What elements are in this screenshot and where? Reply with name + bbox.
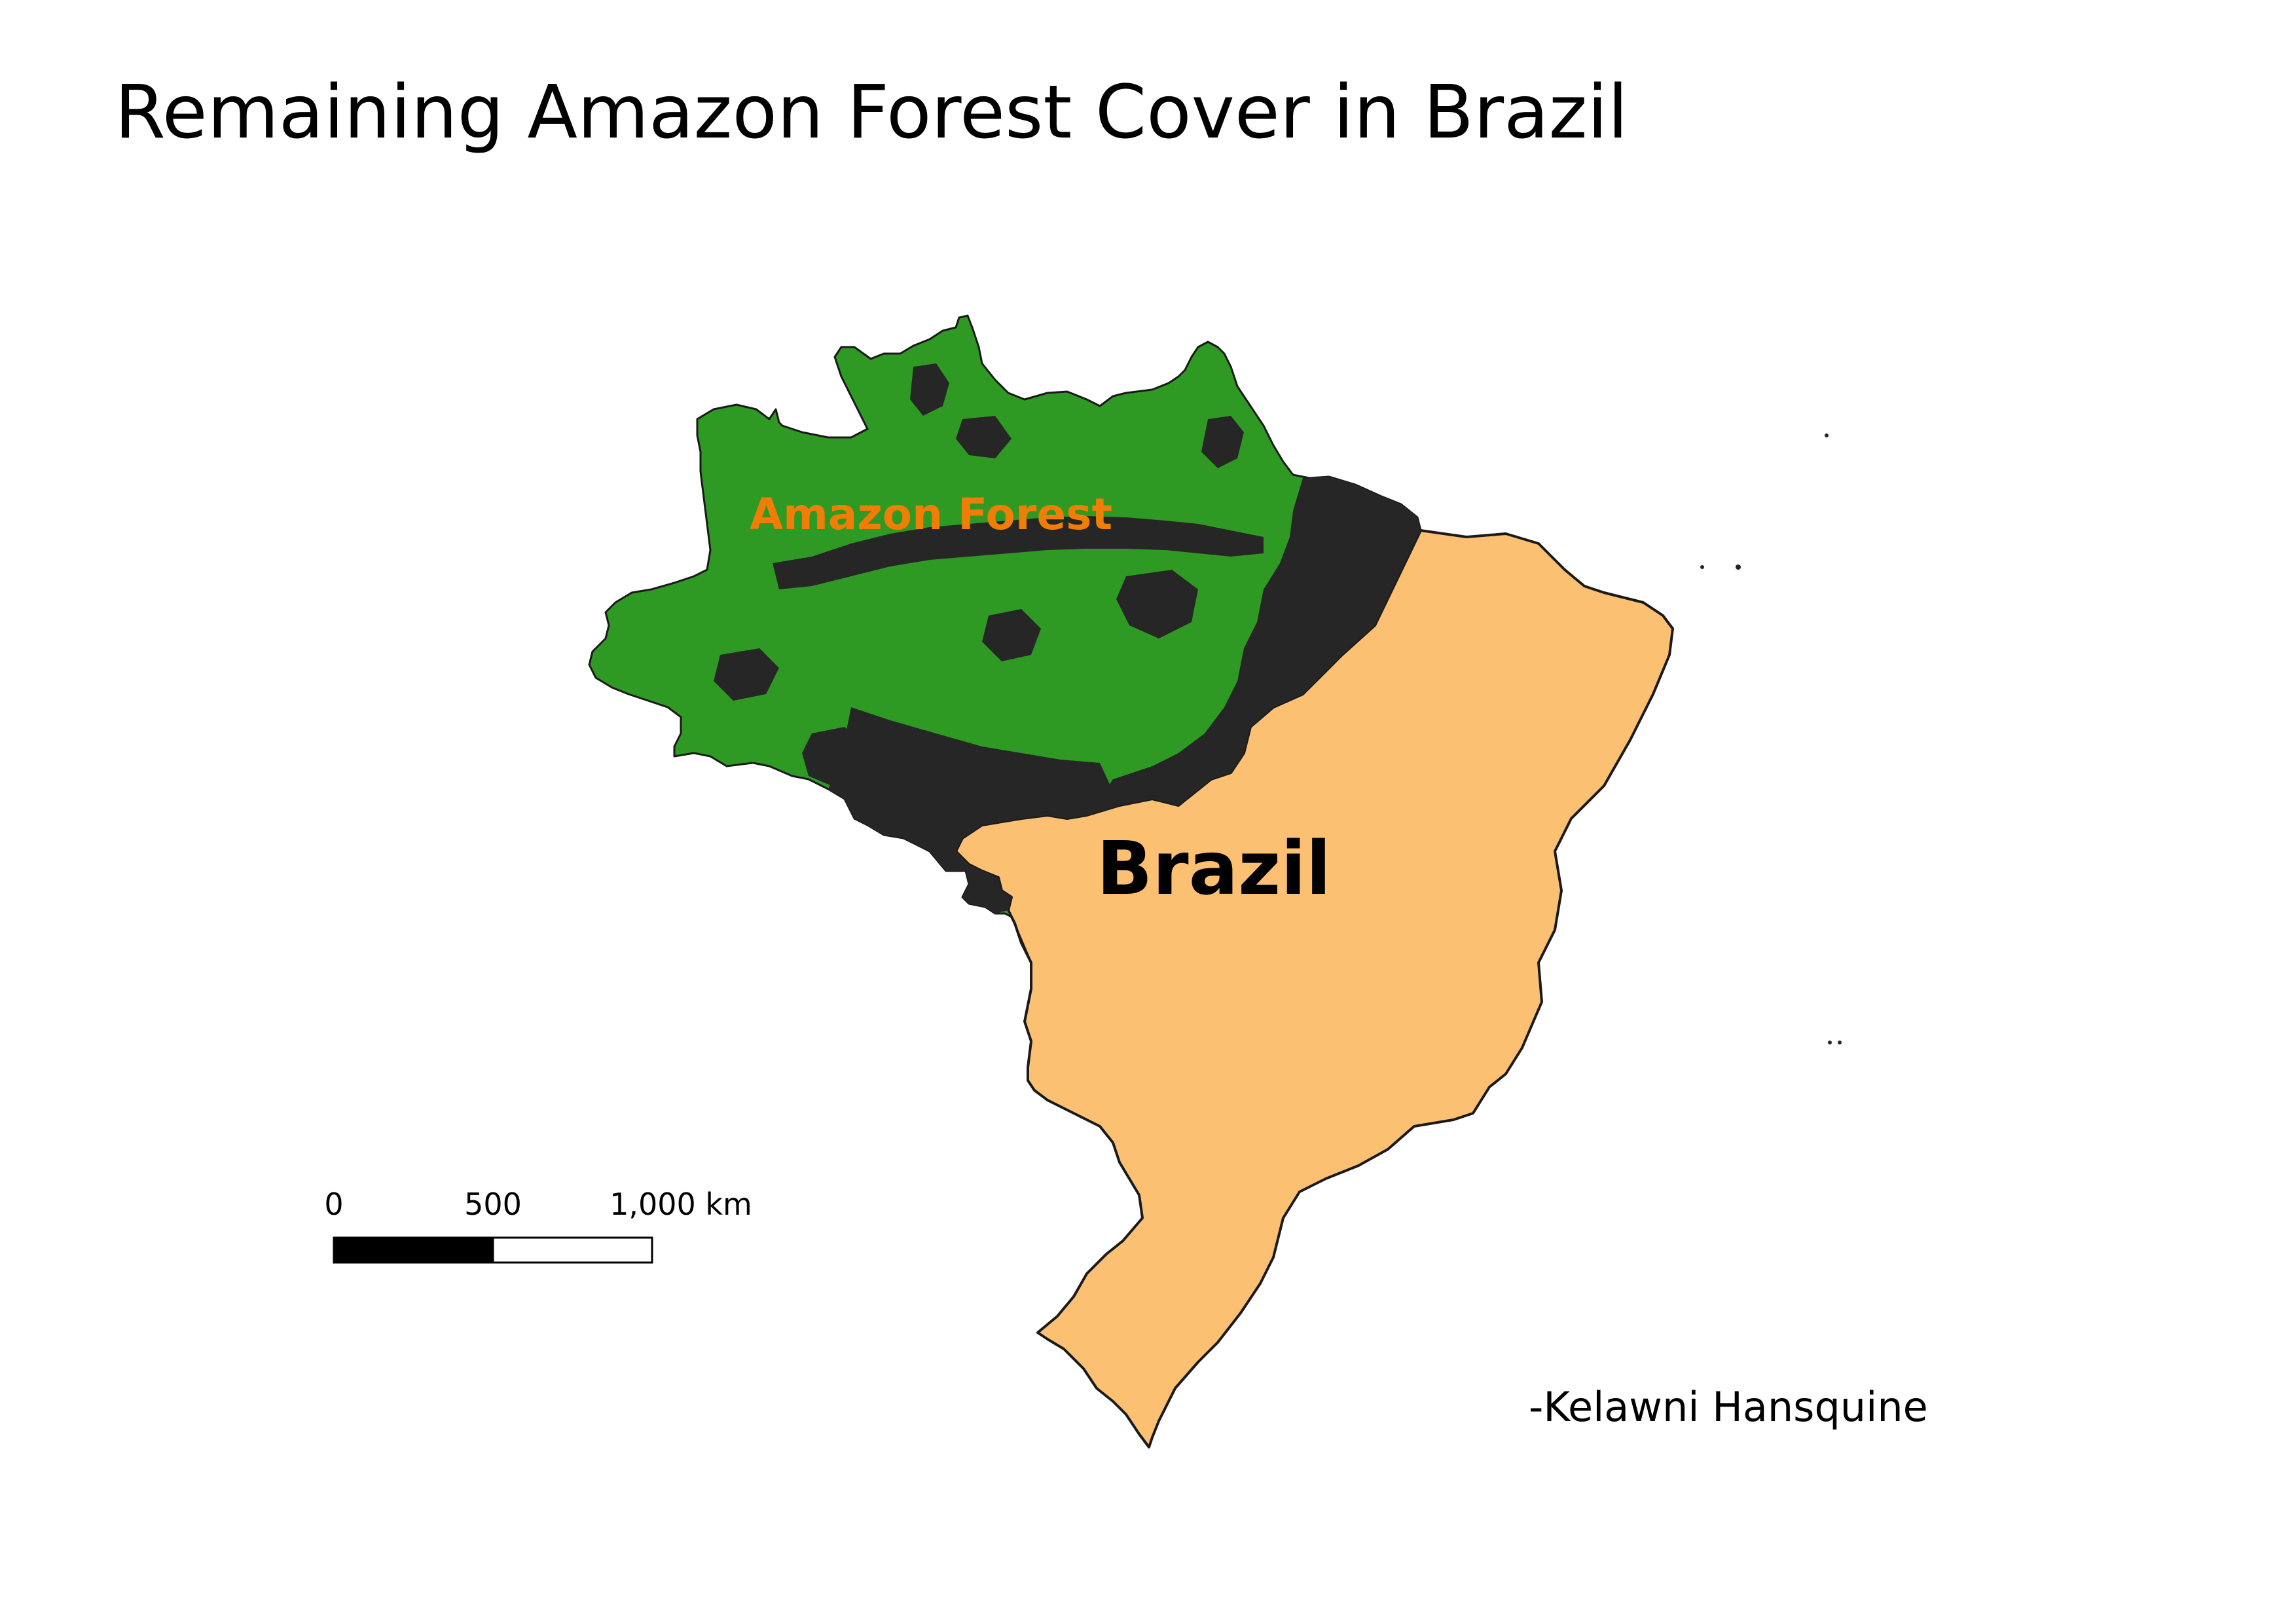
- scale-label-500: 500: [464, 1187, 522, 1222]
- offshore-islands: [1700, 434, 1842, 1044]
- island-mark: [1828, 1041, 1832, 1044]
- deforestation-patch-north-2: [956, 416, 1011, 458]
- deforestation-patch-amapa: [1201, 416, 1244, 468]
- scale-bar-segment-light: [492, 1236, 653, 1264]
- amazon-forest-label: Amazon Forest: [750, 489, 1112, 540]
- island-mark: [1700, 565, 1704, 569]
- deforestation-patch-west: [802, 727, 864, 786]
- deforestation-patch-central-2: [982, 609, 1041, 661]
- brazil-label: Brazil: [1097, 826, 1331, 912]
- deforestation-arc-south: [828, 707, 1120, 913]
- map-title: Remaining Amazon Forest Cover in Brazil: [115, 70, 1628, 155]
- scale-bar: 0 500 1,000 km: [324, 1187, 752, 1264]
- island-mark: [1825, 434, 1829, 437]
- deforested-areas: [714, 363, 1421, 913]
- deforestation-river-corridor: [773, 516, 1264, 589]
- island-mark: [1838, 1041, 1842, 1044]
- island-mark: [1736, 564, 1741, 570]
- scale-label-1000: 1,000 km: [610, 1187, 752, 1222]
- deforestation-patch-north: [910, 363, 949, 416]
- deforestation-belt-east: [1100, 477, 1421, 805]
- scale-bar-segment-dark: [333, 1236, 494, 1264]
- deforestation-patch-west-2: [714, 648, 779, 701]
- author-credit: -Kelawni Hansquine: [1529, 1383, 1928, 1431]
- deforestation-patch-central: [1116, 570, 1198, 638]
- deforestation-patch-southwest: [890, 779, 949, 825]
- scale-label-0: 0: [324, 1187, 343, 1222]
